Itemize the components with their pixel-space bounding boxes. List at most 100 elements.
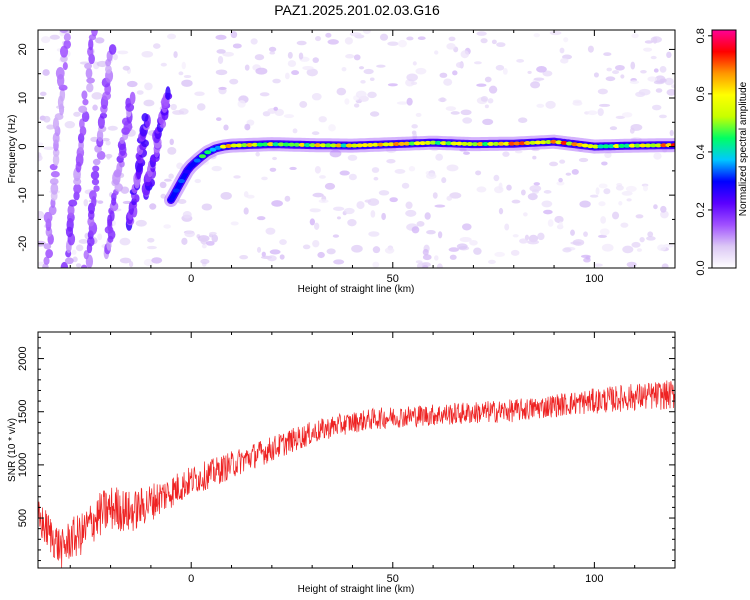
- spectrogram-trace-cell: [272, 142, 280, 147]
- spectrogram-noise-cell: [244, 123, 251, 131]
- spectrogram-noise-cell: [279, 239, 287, 245]
- spectrogram-noise-cell: [411, 226, 420, 234]
- spectrogram-noise-cell: [75, 263, 82, 268]
- spectrogram-band-cell: [96, 129, 104, 142]
- spectrogram-trace-cell: [639, 143, 647, 148]
- spectrogram-trace-cell: [398, 141, 406, 146]
- spectrogram-noise-cell: [38, 142, 44, 146]
- figure-title: PAZ1.2025.201.02.03.G16: [274, 2, 440, 18]
- spectrogram-noise-cell: [256, 216, 266, 221]
- spectrogram-y-tick-label: 10: [17, 92, 29, 104]
- spectrogram-band-cell: [85, 67, 93, 79]
- spectrogram-noise-cell: [215, 69, 228, 76]
- spectrogram-noise-cell: [318, 199, 329, 204]
- spectrogram-trace-cell: [319, 143, 327, 148]
- spectrogram-noise-cell: [532, 155, 537, 160]
- spectrogram-noise-cell: [299, 100, 308, 108]
- spectrogram-trace-cell: [361, 143, 369, 148]
- spectrogram-noise-cell: [141, 50, 154, 58]
- spectrogram-noise-cell: [345, 54, 355, 59]
- spectrogram-noise-cell: [353, 103, 360, 108]
- spectrogram-noise-cell: [271, 200, 283, 207]
- colorbar-label: Normalized spectral amplitude: [738, 81, 749, 216]
- spectrogram-noise-cell: [287, 60, 297, 67]
- spectrogram-trace-cell: [261, 142, 269, 147]
- spectrogram-noise-cell: [422, 254, 432, 261]
- spectrogram-trace-cell: [550, 139, 558, 144]
- spectrogram-trace-cell: [502, 141, 510, 146]
- spectrogram-noise-cell: [448, 36, 456, 42]
- spectrogram-noise-cell: [96, 60, 108, 68]
- spectrogram-noise-cell: [200, 258, 210, 265]
- spectrogram-noise-cell: [182, 210, 192, 219]
- spectrogram-trace-cell: [366, 142, 374, 147]
- spectrogram-noise-cell: [416, 221, 425, 227]
- spectrogram-noise-cell: [537, 232, 545, 241]
- spectrogram-noise-cell: [153, 43, 161, 49]
- spectrogram-noise-cell: [144, 82, 153, 91]
- spectrogram-trace-cell: [649, 143, 657, 148]
- snr-panel: 0 50 100 500 1000 1500 2000 Height of straigh…: [7, 331, 676, 595]
- spectrogram-noise-cell: [64, 121, 76, 129]
- spectrogram-noise-cell: [473, 247, 482, 255]
- spectrogram-noise-cell: [488, 259, 496, 264]
- spectrogram-band-cell: [60, 55, 68, 63]
- spectrogram-noise-cell: [372, 246, 381, 254]
- spectrogram-noise-cell: [424, 212, 431, 220]
- spectrogram-noise-cell: [558, 221, 563, 228]
- spectrogram-noise-cell: [502, 151, 510, 157]
- spectrogram-noise-cell: [43, 115, 51, 123]
- spectrogram-trace-cell: [618, 143, 626, 148]
- spectrogram-trace-cell: [482, 141, 490, 146]
- spectrogram-noise-cell: [626, 261, 637, 268]
- spectrogram-trace-cell: [445, 141, 453, 146]
- spectrogram-trace-cell: [240, 143, 248, 148]
- spectrogram-panel: 0 50 100 -20 -10 0 10 20 Height of straight li…: [7, 29, 676, 295]
- spectrogram-noise-cell: [356, 201, 365, 210]
- spectrogram-noise-cell: [572, 101, 583, 106]
- spectrogram-noise-cell: [39, 91, 47, 96]
- spectrogram-band-cell: [49, 178, 59, 185]
- spectrogram-trace-cell: [335, 143, 343, 148]
- spectrogram-noise-cell: [105, 140, 111, 146]
- spectrogram-trace-cell: [450, 141, 458, 146]
- spectrogram-noise-cell: [510, 249, 520, 256]
- spectrogram-noise-cell: [177, 198, 187, 205]
- colorbar-tick-label: 0.4: [695, 144, 707, 159]
- spectrogram-noise-cell: [196, 103, 206, 111]
- spectrogram-noise-cell: [612, 211, 620, 220]
- spectrogram-trace-cell: [581, 143, 589, 148]
- spectrogram-noise-cell: [473, 61, 482, 65]
- spectrogram-noise-cell: [536, 103, 545, 108]
- spectrogram-trace-cell: [267, 142, 275, 147]
- spectrogram-noise-cell: [487, 98, 494, 104]
- spectrogram-noise-cell: [373, 176, 379, 181]
- spectrogram-noise-cell: [216, 117, 222, 121]
- spectrogram-noise-cell: [173, 51, 178, 59]
- spectrogram-noise-cell: [646, 236, 656, 241]
- spectrogram-noise-cell: [223, 124, 229, 131]
- spectrogram-noise-cell: [143, 99, 155, 107]
- spectrogram-noise-cell: [194, 178, 202, 184]
- spectrogram-noise-cell: [243, 191, 249, 198]
- spectrogram-trace-cell: [628, 143, 636, 148]
- spectrogram-trace-cell: [356, 143, 364, 148]
- spectrogram-noise-cell: [600, 216, 607, 224]
- spectrogram-noise-cell: [41, 36, 51, 44]
- spectrogram-noise-cell: [449, 192, 462, 199]
- spectrogram-band-cell: [83, 250, 89, 260]
- spectrogram-noise-cell: [389, 197, 398, 203]
- spectrogram-noise-cell: [620, 222, 629, 228]
- spectrogram-noise-cell: [312, 239, 320, 248]
- spectrogram-band-cell: [68, 199, 78, 207]
- spectrogram-band-cell: [81, 110, 90, 123]
- spectrogram-noise-cell: [446, 164, 459, 172]
- spectrogram-noise-cell: [598, 183, 608, 189]
- spectrogram-trace-cell: [288, 142, 296, 147]
- spectrogram-noise-cell: [362, 30, 372, 35]
- spectrogram-band-cell: [89, 190, 97, 201]
- spectrogram-trace-cell: [193, 158, 201, 163]
- spectrogram-noise-cell: [309, 208, 317, 213]
- spectrogram-noise-cell: [461, 223, 472, 231]
- spectrogram-noise-cell: [387, 41, 399, 46]
